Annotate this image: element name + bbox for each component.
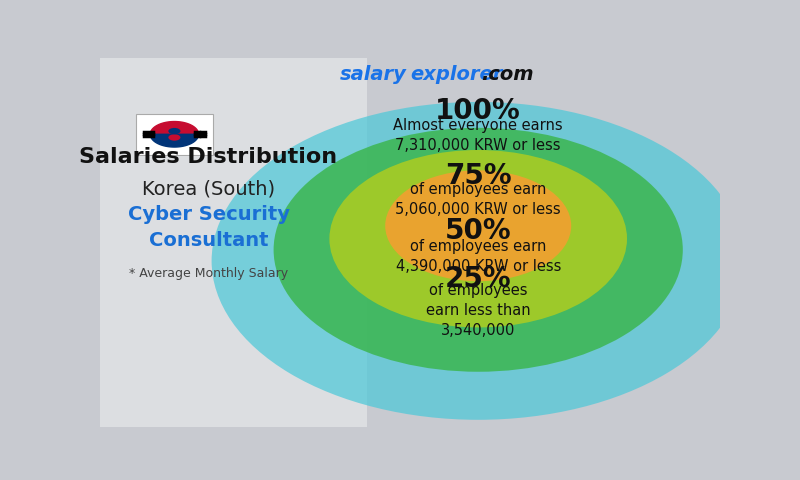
Text: 50%: 50%: [445, 217, 511, 245]
Text: .com: .com: [482, 65, 534, 84]
Text: of employees
earn less than
3,540,000: of employees earn less than 3,540,000: [426, 284, 530, 338]
Text: Korea (South): Korea (South): [142, 180, 275, 198]
Text: Cyber Security
Consultant: Cyber Security Consultant: [127, 205, 290, 251]
Circle shape: [386, 170, 571, 281]
Text: Salaries Distribution: Salaries Distribution: [79, 147, 338, 168]
Text: * Average Monthly Salary: * Average Monthly Salary: [129, 267, 288, 280]
Circle shape: [274, 128, 682, 372]
Circle shape: [211, 102, 745, 420]
Text: Almost everyone earns
7,310,000 KRW or less: Almost everyone earns 7,310,000 KRW or l…: [394, 118, 563, 153]
Text: 100%: 100%: [435, 97, 521, 125]
Text: of employees earn
5,060,000 KRW or less: of employees earn 5,060,000 KRW or less: [395, 182, 561, 217]
FancyBboxPatch shape: [100, 58, 366, 427]
Text: 75%: 75%: [445, 162, 511, 190]
Text: of employees earn
4,390,000 KRW or less: of employees earn 4,390,000 KRW or less: [395, 239, 561, 274]
Text: salary: salary: [340, 65, 407, 84]
Circle shape: [330, 150, 627, 327]
Text: explorer: explorer: [410, 65, 502, 84]
Text: 25%: 25%: [445, 265, 511, 293]
